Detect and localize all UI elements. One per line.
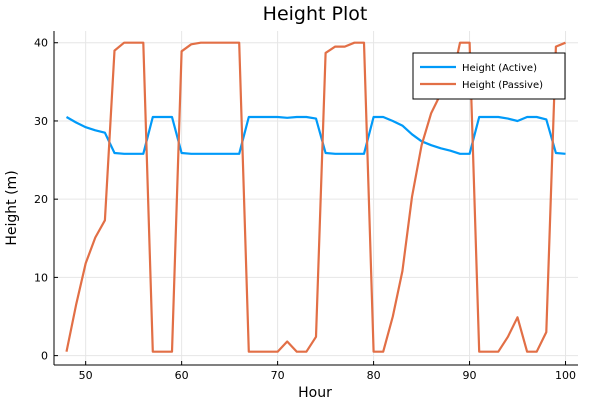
x-tick-label: 80	[367, 369, 381, 382]
series-line-height-passive	[65, 41, 566, 353]
axes	[53, 31, 578, 366]
x-tick-label: 50	[79, 369, 93, 382]
y-tick-label: 40	[34, 37, 48, 50]
x-tick-label: 70	[271, 369, 285, 382]
y-axis-label: Height (m)	[4, 170, 20, 245]
legend-entry-label: Height (Passive)	[462, 80, 543, 91]
y-tick-label: 30	[34, 115, 48, 128]
legend-box	[412, 52, 566, 100]
legend: Height (Active) Height (Passive)	[412, 52, 566, 100]
x-tick-label: 100	[555, 369, 576, 382]
y-tick-label: 10	[34, 271, 48, 284]
series-lines	[65, 41, 566, 353]
y-tick-label: 0	[41, 350, 48, 363]
series-line-height-active	[65, 115, 566, 155]
x-tick-label: 60	[175, 369, 189, 382]
x-axis-label: Hour	[298, 385, 332, 400]
legend-entry-label: Height (Active)	[462, 63, 537, 74]
chart-title: Height Plot	[263, 3, 368, 25]
x-tick-label: 90	[463, 369, 477, 382]
y-tick-label: 20	[34, 193, 48, 206]
tick-labels: 50 60 70 80 90 100 0 10 20 30 40	[34, 37, 576, 382]
